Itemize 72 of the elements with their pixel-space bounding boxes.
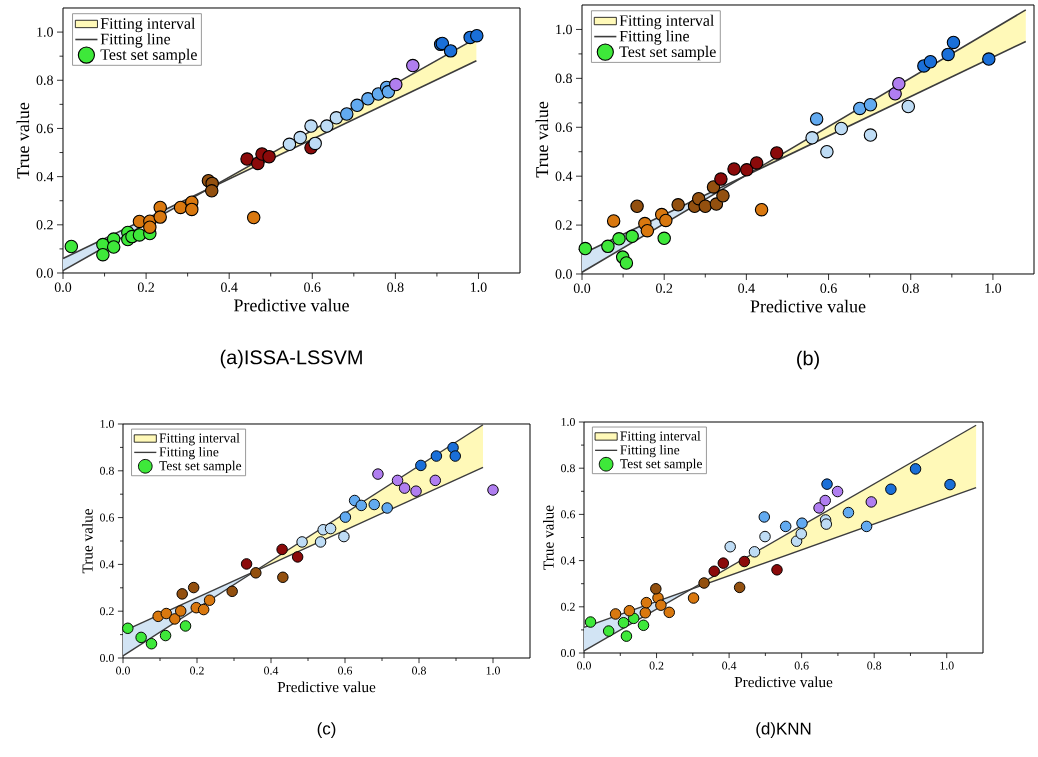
x-axis-title: Predictive value [734,676,833,688]
y-axis-title: True value [543,505,554,570]
text: (d)KNN [756,722,811,738]
y-tick-label: 0.8 [561,464,575,473]
y-tick-label: 1.0 [556,24,572,35]
x-tick-label: 0.0 [54,282,72,292]
x-tick-label: 0.8 [387,282,404,292]
legend-label: Test set sample [620,458,702,472]
legend-label: Fitting interval [159,433,240,446]
y-tick-label: 0.4 [100,560,115,569]
x-tick-label: 0.0 [577,661,591,670]
x-axis-title: Predictive value [234,298,349,312]
y-tick-label: 0.2 [36,220,53,230]
x-tick-label: 0.4 [722,661,737,670]
y-tick-label: 0.4 [561,556,576,565]
x-tick-label: 0.0 [116,666,130,675]
x-tick-label: 0.4 [264,666,279,675]
x-tick-label: 0.4 [221,282,238,292]
x-tick-label: 0.8 [412,666,426,675]
x-tick-label: 0.8 [867,661,882,670]
legend-label: Fitting line [620,444,680,458]
y-axis-title: True value [16,102,30,179]
x-tick-label: 0.6 [794,661,809,670]
y-tick-label: 0.8 [100,466,114,475]
x-tick-label: 0.2 [649,661,664,670]
legend-label: Test set sample [100,48,197,64]
x-tick-label: 1.0 [486,666,500,675]
y-tick-label: 1.0 [37,27,53,37]
y-tick-label: 0.2 [561,602,575,611]
text: (b) [797,350,819,370]
y-tick-label: 0.4 [36,171,54,182]
y-tick-label: 0.2 [555,220,572,230]
x-tick-label: 0.8 [902,283,919,293]
text: (a)ISSA-LSSVM [220,349,362,369]
y-tick-label: 1.0 [100,419,114,429]
y-tick-label: 0.6 [561,510,576,519]
x-tick-label: 0.4 [738,283,755,293]
y-tick-label: 0.8 [555,73,572,84]
y-tick-label: 0.8 [36,75,53,86]
y-tick-label: 0.6 [36,123,54,134]
y-tick-label: 0.0 [36,268,53,278]
x-axis-title: Predictive value [277,681,376,693]
y-axis-title: True value [535,101,549,178]
x-tick-label: 0.6 [338,666,353,675]
x-tick-label: 0.6 [304,282,321,292]
x-tick-label: 0.6 [820,283,837,293]
legend-label: Fitting line [159,446,219,460]
legend-label: Fitting interval [620,431,701,444]
legend-label: Fitting interval [619,14,715,30]
y-axis-title: True value [81,509,93,574]
x-tick-label: 0.2 [190,666,204,675]
y-tick-label: 0.6 [555,122,573,133]
x-tick-label: 0.2 [137,282,155,292]
y-tick-label: 1.0 [561,417,575,427]
legend-label: Test set sample [159,460,242,474]
text: (c) [317,722,336,738]
y-tick-label: 0.6 [100,513,115,522]
y-tick-label: 0.0 [555,269,572,279]
legend-label: Fitting interval [100,17,196,33]
legend-label: Fitting line [100,33,171,48]
x-tick-label: 1.0 [985,283,1002,293]
x-tick-label: 0.0 [573,283,591,293]
x-tick-label: 1.0 [470,282,487,292]
y-tick-label: 0.0 [100,653,114,663]
y-tick-label: 0.2 [100,607,114,616]
y-tick-label: 0.4 [555,171,573,181]
x-tick-label: 0.2 [656,283,673,293]
legend-label: Fitting line [619,30,689,45]
y-tick-label: 0.0 [561,648,575,658]
x-axis-title: Predictive value [750,299,866,313]
x-tick-label: 1.0 [940,661,954,670]
legend-label: Test set sample [619,45,716,61]
